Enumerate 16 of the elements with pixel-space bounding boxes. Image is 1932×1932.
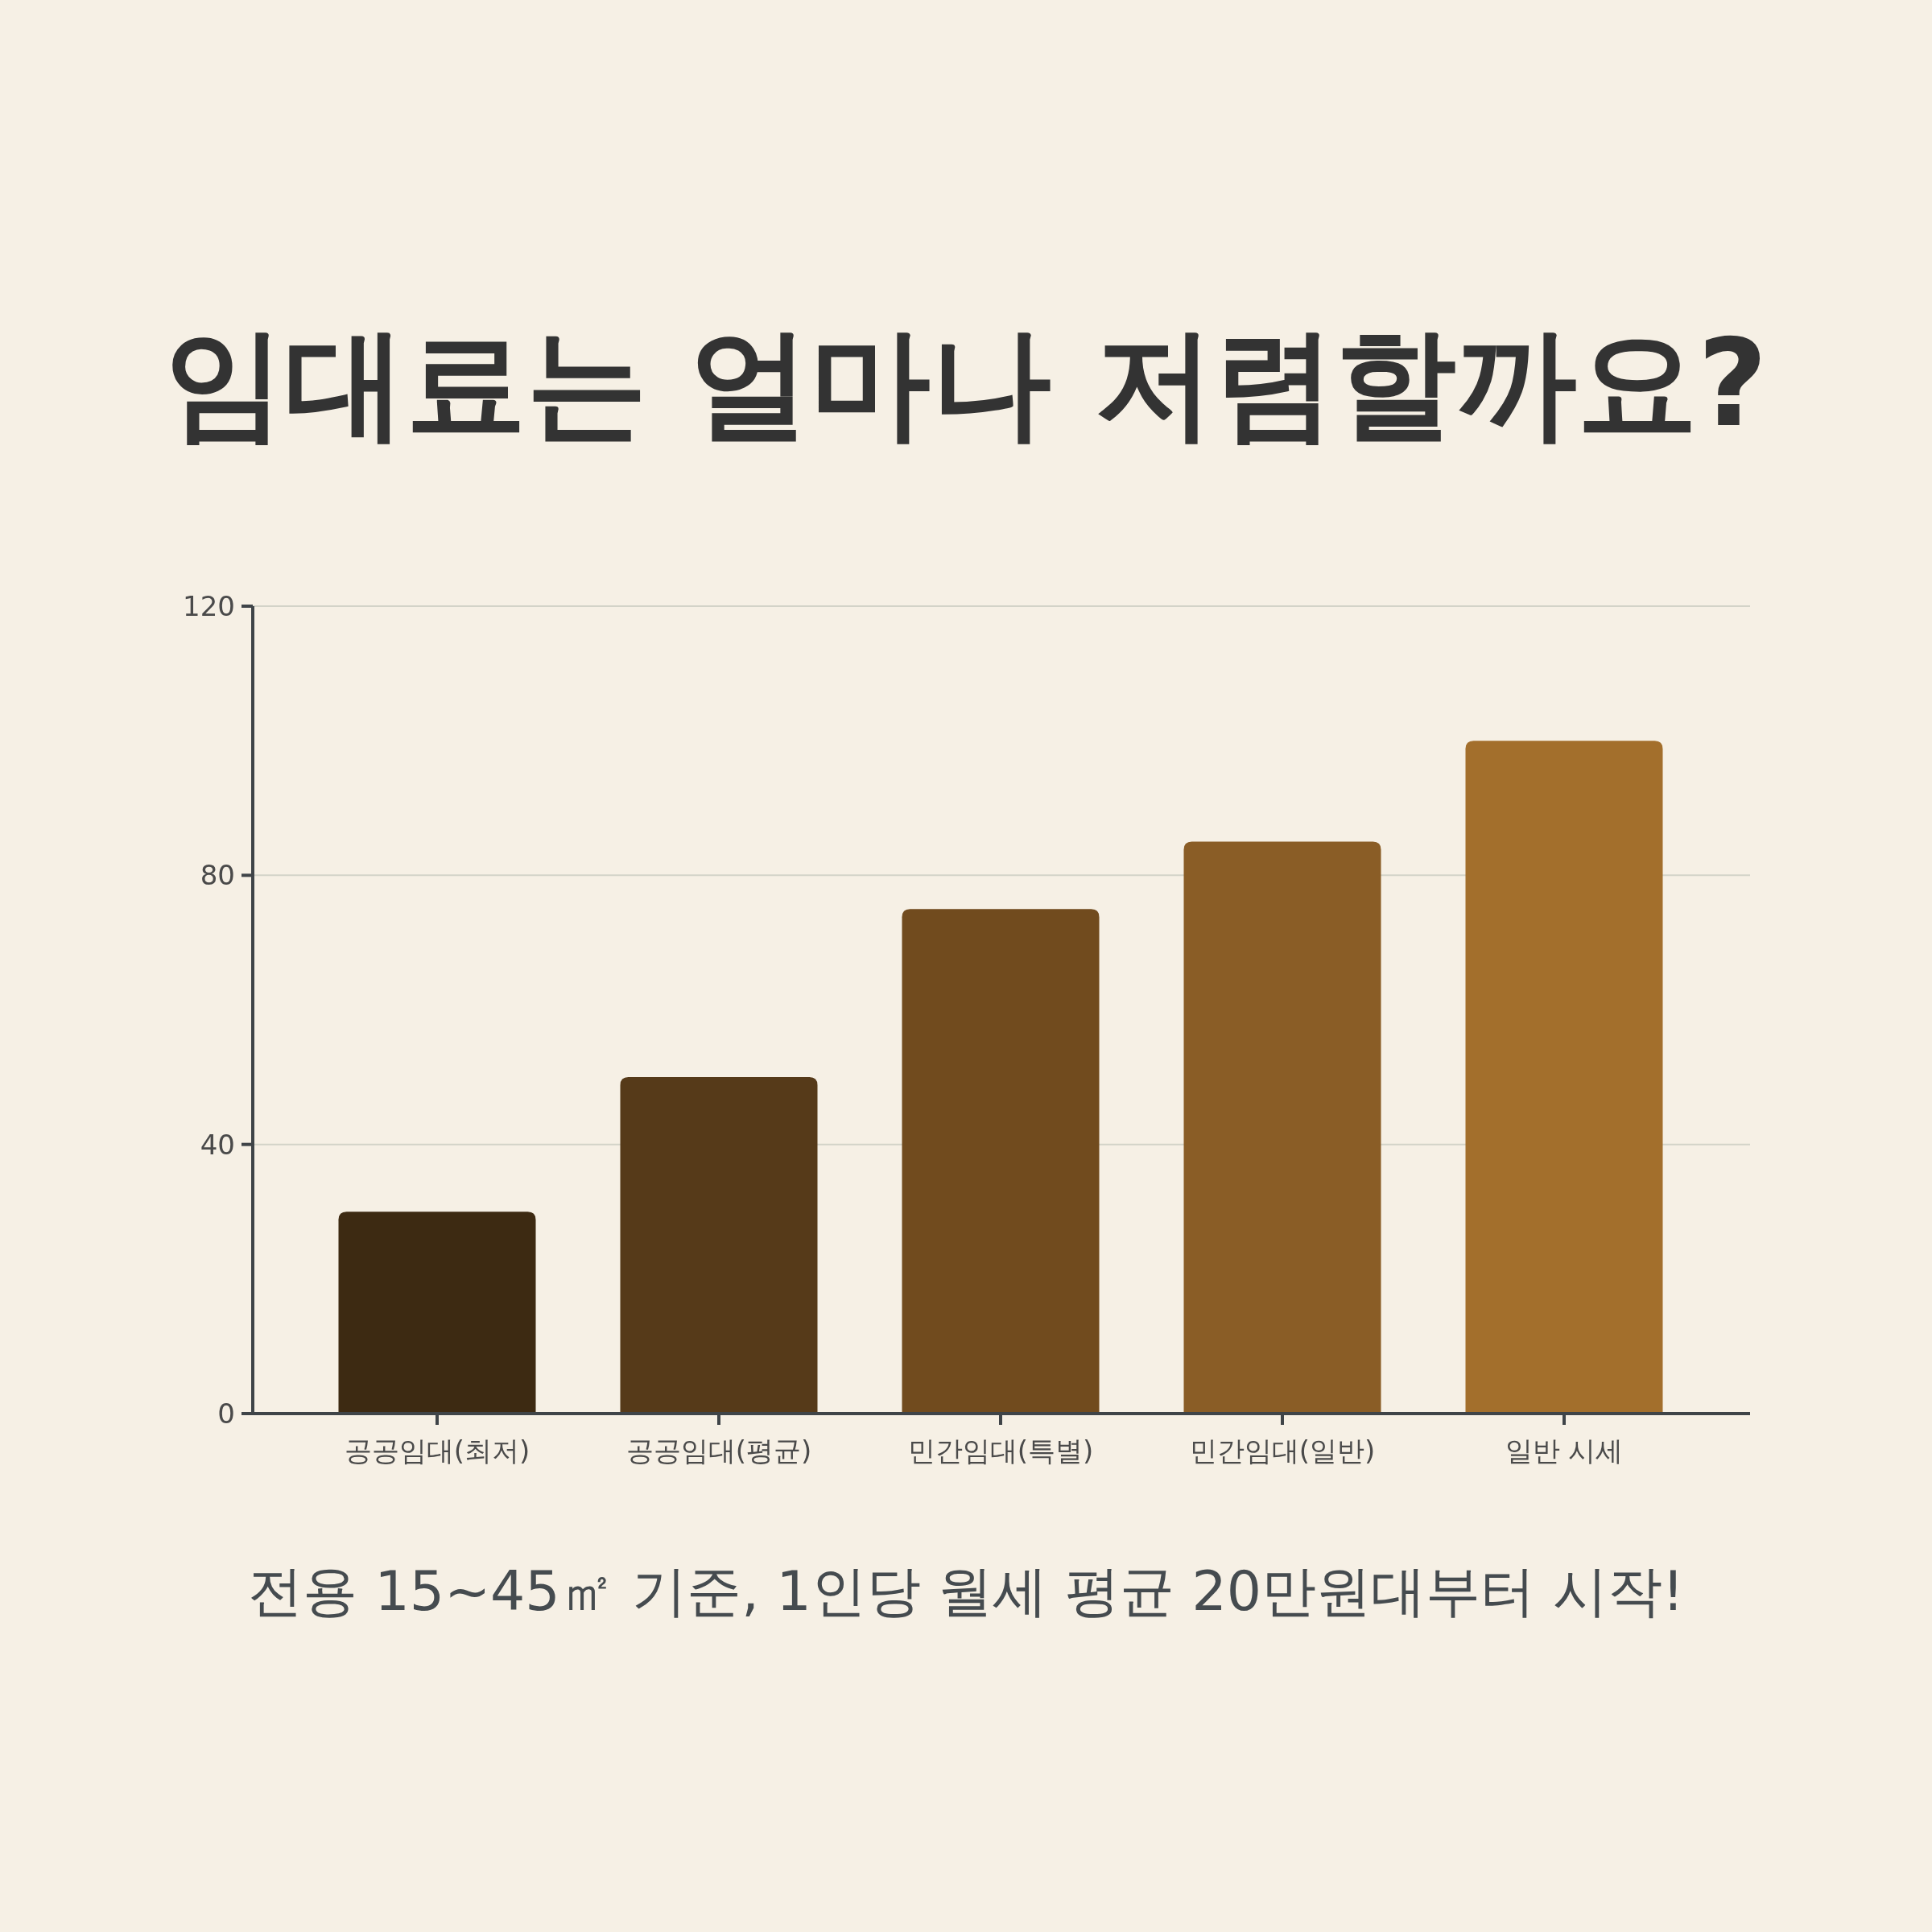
- y-tick-label: 40: [200, 1128, 235, 1161]
- bar: [1465, 741, 1663, 1414]
- text: 전용 15~45㎡ 기준, 1인당 월세 평균 20만원대부터 시작!: [247, 1559, 1685, 1623]
- x-tick-label: 공공임대(최저): [344, 1435, 530, 1467]
- bar: [902, 909, 1100, 1414]
- x-tick-label: 민간임대(특별): [907, 1435, 1094, 1467]
- bar: [338, 1212, 536, 1414]
- y-tick-label: 120: [183, 590, 235, 622]
- y-tick-label: 80: [200, 859, 235, 892]
- x-tick-label: 민간임대(일반): [1189, 1435, 1376, 1467]
- x-tick-label: 공공임대(평균): [625, 1435, 812, 1467]
- x-tick-label: 일반 시세: [1505, 1435, 1624, 1467]
- bar: [1183, 841, 1381, 1414]
- y-tick-label: 0: [217, 1397, 235, 1430]
- chart-title: 임대료는 얼마나 저렴할까요?: [164, 313, 1768, 453]
- bar: [620, 1077, 818, 1414]
